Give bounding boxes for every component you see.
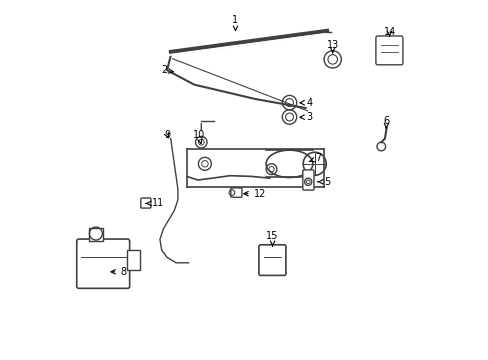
FancyBboxPatch shape xyxy=(77,239,129,288)
FancyBboxPatch shape xyxy=(141,198,151,208)
Text: 7: 7 xyxy=(309,153,320,163)
Text: 5: 5 xyxy=(317,177,329,187)
FancyBboxPatch shape xyxy=(375,36,402,65)
Text: 9: 9 xyxy=(163,130,170,140)
Bar xyxy=(88,228,103,241)
FancyBboxPatch shape xyxy=(258,245,285,275)
Text: 6: 6 xyxy=(383,116,389,129)
Text: 3: 3 xyxy=(299,112,312,122)
Text: 11: 11 xyxy=(146,198,163,208)
Text: 15: 15 xyxy=(266,231,278,246)
Bar xyxy=(127,250,140,270)
FancyBboxPatch shape xyxy=(230,188,242,197)
FancyBboxPatch shape xyxy=(302,170,313,190)
Text: 2: 2 xyxy=(161,65,173,75)
Text: 14: 14 xyxy=(383,27,395,37)
Text: 10: 10 xyxy=(192,130,204,144)
Text: 12: 12 xyxy=(244,189,265,199)
Text: 8: 8 xyxy=(111,267,126,277)
Text: 4: 4 xyxy=(299,98,312,108)
Text: 1: 1 xyxy=(232,15,238,31)
Text: 13: 13 xyxy=(326,40,338,53)
